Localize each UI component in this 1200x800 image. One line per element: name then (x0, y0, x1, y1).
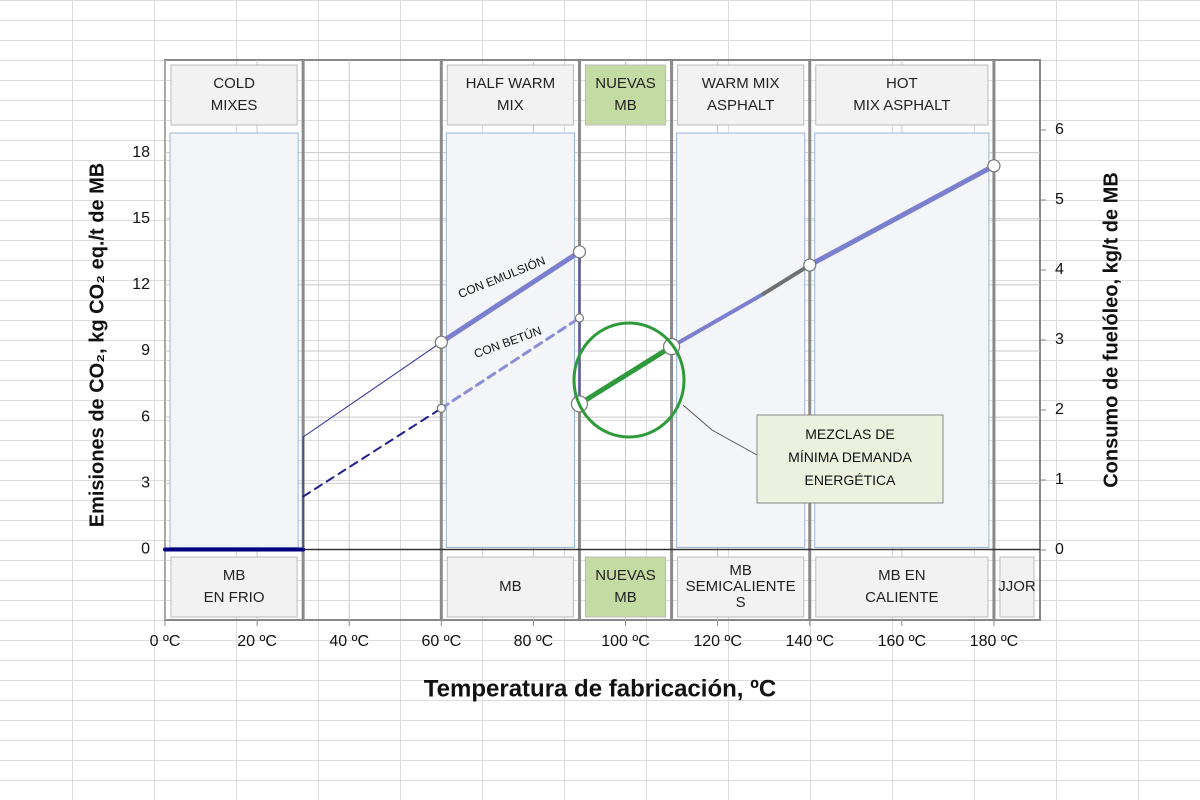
y-axis-title: Emisiones de CO₂, kg CO₂ eq./t de MB (86, 163, 108, 528)
zone-label: COLD MIXES (211, 75, 258, 114)
zone-label-line: MIX (497, 97, 524, 114)
point-marker (574, 313, 585, 323)
callout-box (756, 414, 944, 504)
point-marker (436, 403, 446, 413)
zone-label-line: WARM MIX (702, 75, 780, 92)
y2-tick-label: 5 (1055, 191, 1064, 208)
x-tick-label: 120 ºC (693, 633, 742, 650)
zone-label-line: ASPHALT (707, 97, 774, 114)
x-tick-label: 0 ºC (150, 633, 181, 650)
zone-panel (169, 132, 299, 548)
y2-tick-label: 0 (1055, 541, 1064, 558)
zone-label-box (815, 64, 989, 126)
zone-label-line: MB (223, 567, 246, 584)
y-tick-label: 12 (132, 276, 150, 293)
y2-tick-label: 6 (1055, 121, 1064, 138)
zone-label-line: EN FRIO (204, 589, 265, 606)
y-tick-label: 0 (141, 541, 150, 558)
x-tick-label: 80 ºC (514, 633, 554, 650)
zone-label-box (584, 64, 667, 126)
x-tick-label: 100 ºC (601, 633, 650, 650)
callout-text: MEZCLAS DE MÍNIMA DEMANDA ENERGÉTICA (788, 426, 912, 488)
x-tick-label: 180 ºC (970, 633, 1019, 650)
series-line (439, 316, 581, 410)
zone-label-box (584, 556, 667, 618)
zone-label-line: MB (614, 97, 637, 114)
series-line (669, 291, 766, 349)
series-line (302, 341, 442, 550)
point-marker (987, 159, 1001, 173)
point-marker (434, 335, 448, 349)
zone-label-box (677, 64, 805, 126)
point-marker (572, 245, 587, 259)
zone-label-box (815, 556, 989, 618)
y2-tick-label: 1 (1055, 471, 1064, 488)
zone-label-line: COLD (213, 75, 255, 92)
zone-label: HOT MIX ASPHALT (853, 75, 950, 114)
y2-axis-title: Consumo de fuelóleo, kg/t de MB (1100, 172, 1122, 488)
zone-panel (445, 132, 575, 548)
zone-label-line: MB (729, 562, 752, 579)
zone-label-box (446, 64, 574, 126)
x-tick-label: 60 ºC (421, 633, 461, 650)
zone-label-line: JJOR (998, 578, 1036, 595)
series-line (438, 249, 582, 345)
callout-line: MEZCLAS DE (805, 426, 894, 442)
zone-label-line: NUEVAS (595, 75, 656, 92)
y2-tick-label: 3 (1055, 331, 1064, 348)
point-marker (803, 258, 817, 272)
series-line (761, 263, 812, 296)
zone-label: JJOR (998, 578, 1036, 595)
x-axis-title: Temperatura de fabricación, ºC (424, 675, 776, 702)
zone-label-line: MIX ASPHALT (853, 97, 950, 114)
callout-line: ENERGÉTICA (804, 472, 896, 488)
x-tick-label: 40 ºC (329, 633, 369, 650)
zone-label: HALF WARM MIX (466, 75, 555, 114)
zone-label-line: NUEVAS (595, 567, 656, 584)
series-line (807, 163, 997, 268)
zone-label-box (677, 556, 805, 618)
x-tick-label: 160 ºC (878, 633, 927, 650)
zone-label-line: SEMICALIENTE (686, 578, 796, 595)
y2-tick-label: 2 (1055, 401, 1064, 418)
y2-tick-label: 4 (1055, 261, 1064, 278)
zone-label: NUEVAS MB (595, 567, 656, 606)
zone-label: MB SEMICALIENTE S (686, 562, 796, 611)
x-tick-label: 20 ºC (237, 633, 277, 650)
zone-label-line: HALF WARM (466, 75, 555, 92)
zone-label-line: S (736, 594, 746, 611)
zone-label: WARM MIX ASPHALT (702, 75, 780, 114)
zone-label: NUEVAS MB (595, 75, 656, 114)
callout-pointer (682, 404, 758, 456)
zone-label-box (170, 64, 298, 126)
series-line (576, 344, 675, 407)
zone-label-line: MB EN (878, 567, 926, 584)
zone-label-box (999, 556, 1035, 618)
zone-label: MB (499, 578, 522, 595)
y-tick-label: 15 (132, 210, 150, 227)
zone-label-line: HOT (886, 75, 918, 92)
highlight-ellipse (572, 321, 686, 439)
y-tick-label: 6 (141, 408, 150, 425)
zone-label: MB EN CALIENTE (865, 567, 938, 606)
zone-label: MB EN FRIO (204, 567, 265, 606)
zone-label-box (170, 556, 298, 618)
y-tick-label: 9 (141, 342, 150, 359)
zone-label-line: MIXES (211, 97, 258, 114)
y-tick-label: 3 (141, 475, 150, 492)
series-line (302, 407, 443, 498)
zone-label-line: MB (499, 578, 522, 595)
y-tick-label: 18 (132, 144, 150, 161)
zone-label-line: MB (614, 589, 637, 606)
zone-label-box (446, 556, 574, 618)
x-tick-label: 140 ºC (785, 633, 834, 650)
zone-label-line: CALIENTE (865, 589, 938, 606)
callout-line: MÍNIMA DEMANDA (788, 449, 912, 465)
